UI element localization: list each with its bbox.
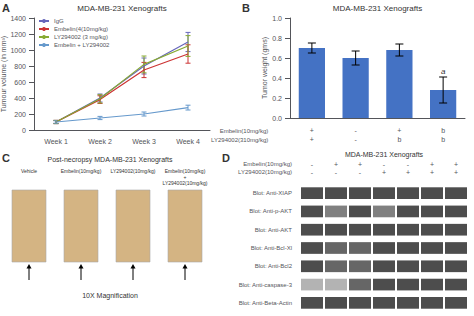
svg-text:400: 400 xyxy=(14,95,26,102)
svg-text:-: - xyxy=(335,169,338,176)
svg-text:-: - xyxy=(354,136,357,143)
svg-text:-: - xyxy=(354,127,357,134)
svg-text:0.2: 0.2 xyxy=(272,95,282,102)
svg-text:1200: 1200 xyxy=(10,31,26,38)
svg-text:C: C xyxy=(2,152,10,164)
svg-text:Vehicle: Vehicle xyxy=(21,168,37,174)
svg-text:MDA-MB-231 Xenografts: MDA-MB-231 Xenografts xyxy=(77,4,166,13)
svg-text:b: b xyxy=(397,136,401,143)
svg-text:-: - xyxy=(311,169,314,176)
svg-text:Tumour volume (in mm³): Tumour volume (in mm³) xyxy=(0,36,8,112)
svg-text:-: - xyxy=(311,161,314,168)
svg-text:-: - xyxy=(407,161,410,168)
svg-text:MDA-MB-231 Xenografts: MDA-MB-231 Xenografts xyxy=(333,4,422,13)
svg-text:-: - xyxy=(359,169,362,176)
svg-text:Embelin(10mg/kg): Embelin(10mg/kg) xyxy=(220,128,269,134)
svg-text:+: + xyxy=(334,161,338,168)
svg-text:MDA-MB-231 Xenografts: MDA-MB-231 Xenografts xyxy=(345,151,424,159)
svg-text:800: 800 xyxy=(14,63,26,70)
svg-text:Blot: Anti-AKT: Blot: Anti-AKT xyxy=(255,227,293,233)
svg-text:A: A xyxy=(2,2,10,14)
svg-text:Blot: Anti-Bcl-Xl: Blot: Anti-Bcl-Xl xyxy=(251,245,292,251)
svg-text:0.0: 0.0 xyxy=(272,115,282,122)
svg-text:+: + xyxy=(454,161,458,168)
svg-text:a: a xyxy=(441,67,446,76)
svg-text:IgG: IgG xyxy=(54,18,64,24)
svg-text:Blot: Anti-p-AKT: Blot: Anti-p-AKT xyxy=(249,208,292,214)
svg-text:1000: 1000 xyxy=(10,47,26,54)
svg-text:LY294002(10mg/kg): LY294002(10mg/kg) xyxy=(111,168,156,174)
svg-text:Blot: Anti-Bcl2: Blot: Anti-Bcl2 xyxy=(255,263,293,269)
svg-text:LY294002 (3 mg/kg): LY294002 (3 mg/kg) xyxy=(54,34,108,40)
svg-text:Blot: Anti-XIAP: Blot: Anti-XIAP xyxy=(253,190,292,196)
svg-text:Embelin(10mg/kg): Embelin(10mg/kg) xyxy=(243,161,292,167)
svg-text:0.8: 0.8 xyxy=(272,35,282,42)
svg-text:+: + xyxy=(358,161,362,168)
svg-text:+: + xyxy=(382,169,386,176)
svg-text:LY294002(310mg/kg): LY294002(310mg/kg) xyxy=(211,137,268,143)
svg-text:Embelin(10mg/kg): Embelin(10mg/kg) xyxy=(61,168,102,174)
svg-text:Embelin(4(10mg/kg): Embelin(4(10mg/kg) xyxy=(54,26,108,32)
svg-text:10X Magnification: 10X Magnification xyxy=(82,292,138,300)
svg-text:Blot: Anti-caspase-3: Blot: Anti-caspase-3 xyxy=(239,282,293,288)
svg-text:+: + xyxy=(430,169,434,176)
svg-text:Post-necropsy MDA-MB-231 Xenog: Post-necropsy MDA-MB-231 Xenografts xyxy=(48,156,173,164)
svg-text:1.0: 1.0 xyxy=(272,15,282,22)
svg-text:b: b xyxy=(441,136,445,143)
svg-text:600: 600 xyxy=(14,79,26,86)
svg-text:0.4: 0.4 xyxy=(272,75,282,82)
svg-text:+: + xyxy=(310,136,314,143)
svg-text:Blot: Anti-Beta-Actin: Blot: Anti-Beta-Actin xyxy=(239,300,292,306)
svg-text:Embelin + LY294002: Embelin + LY294002 xyxy=(54,42,110,48)
svg-text:Tumor weight (gms): Tumor weight (gms) xyxy=(261,37,269,99)
svg-text:+: + xyxy=(397,127,401,134)
svg-text:+: + xyxy=(406,169,410,176)
svg-text:LY294002(10mg/kg): LY294002(10mg/kg) xyxy=(238,169,292,175)
svg-text:+: + xyxy=(430,161,434,168)
svg-text:+: + xyxy=(310,127,314,134)
svg-text:0.6: 0.6 xyxy=(272,55,282,62)
svg-text:Week 2: Week 2 xyxy=(88,138,112,145)
svg-text:b: b xyxy=(441,127,445,134)
svg-text:Embelin(10mg/kg): Embelin(10mg/kg) xyxy=(164,168,206,174)
svg-text:200: 200 xyxy=(14,111,26,118)
svg-text:Week 4: Week 4 xyxy=(176,138,200,145)
svg-text:1400: 1400 xyxy=(10,15,26,22)
svg-text:D: D xyxy=(222,152,230,164)
svg-text:Week 3: Week 3 xyxy=(132,138,156,145)
svg-text:0: 0 xyxy=(22,127,26,134)
svg-text:Week 1: Week 1 xyxy=(44,138,68,145)
svg-text:-: - xyxy=(383,161,386,168)
svg-text:+: + xyxy=(454,169,458,176)
svg-text:B: B xyxy=(242,2,250,14)
svg-text:LY294002(10mg/kg): LY294002(10mg/kg) xyxy=(163,180,208,186)
